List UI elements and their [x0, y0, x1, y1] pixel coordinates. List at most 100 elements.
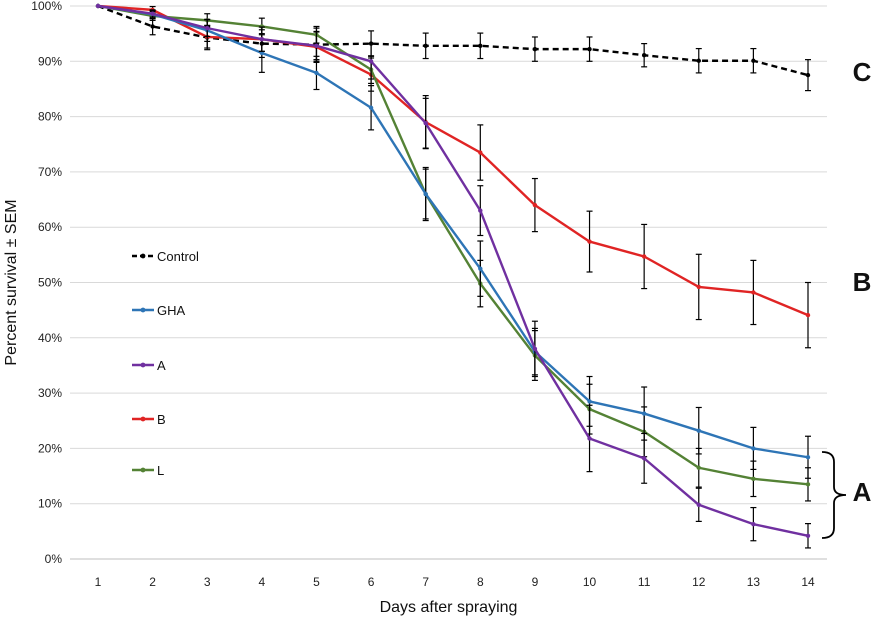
- data-point: [641, 456, 647, 461]
- x-tick-labels: 1 2 3 4 5 6 7 8 9 10 11 12 13 14: [95, 575, 815, 589]
- x-tick-label: 8: [477, 575, 484, 589]
- x-tick-label: 1: [95, 575, 102, 589]
- y-tick-label: 20%: [38, 441, 62, 455]
- data-point: [478, 43, 483, 49]
- data-point: [368, 59, 374, 64]
- data-point: [805, 72, 811, 78]
- data-point: [696, 284, 701, 290]
- data-point: [150, 24, 155, 29]
- data-point: [368, 105, 374, 110]
- data-point: [423, 43, 428, 49]
- legend-label: L: [157, 463, 164, 478]
- data-point: [314, 70, 319, 76]
- data-point: [751, 521, 756, 527]
- y-tick-label: 30%: [38, 386, 62, 400]
- x-tick-label: 3: [204, 575, 211, 589]
- legend-marker: [140, 307, 146, 313]
- x-tick-label: 13: [747, 575, 761, 589]
- y-tick-label: 10%: [38, 497, 62, 511]
- group-label-c: C: [853, 57, 872, 87]
- data-point: [150, 11, 155, 16]
- data-point: [751, 446, 756, 451]
- y-tick-label: 70%: [38, 165, 62, 179]
- y-tick-labels: 0% 10% 20% 30% 40% 50% 60% 70% 80% 90% 100%: [31, 0, 62, 566]
- y-tick-label: 90%: [38, 54, 62, 68]
- data-point: [805, 312, 811, 318]
- series-a: [95, 3, 811, 549]
- legend-item-a: A: [132, 358, 166, 373]
- y-tick-label: 0%: [45, 552, 63, 566]
- series: [95, 3, 811, 549]
- series-line: [97, 4, 809, 459]
- group-label-b: B: [853, 267, 872, 297]
- series-line: [97, 4, 809, 77]
- data-point: [805, 455, 811, 460]
- data-point: [805, 482, 811, 487]
- legend-label: A: [157, 358, 166, 373]
- data-point: [641, 53, 647, 58]
- x-tick-label: 2: [149, 575, 156, 589]
- legend-marker: [140, 467, 146, 473]
- data-point: [696, 428, 701, 433]
- data-point: [587, 239, 592, 244]
- data-point: [478, 208, 483, 213]
- x-tick-label: 14: [801, 575, 815, 589]
- legend-label: GHA: [157, 303, 186, 318]
- data-point: [532, 46, 538, 52]
- x-tick-label: 5: [313, 575, 320, 589]
- legend-item-gha: GHA: [132, 303, 186, 318]
- legend: Control GHA A B L: [132, 249, 199, 478]
- y-tick-label: 80%: [38, 110, 62, 124]
- series-control: [95, 3, 811, 92]
- data-point: [751, 290, 756, 295]
- data-point: [696, 502, 701, 508]
- legend-marker: [140, 362, 146, 368]
- group-annotations: C B A: [821, 57, 872, 539]
- legend-marker: [140, 253, 146, 259]
- data-point: [205, 25, 210, 31]
- legend-label: B: [157, 412, 166, 427]
- series-line: [97, 4, 809, 317]
- group-brace: [821, 451, 847, 539]
- data-point: [314, 43, 319, 49]
- data-point: [751, 476, 756, 482]
- data-point: [423, 191, 428, 197]
- data-point: [641, 411, 647, 416]
- x-tick-label: 11: [638, 575, 651, 589]
- data-point: [532, 202, 538, 208]
- x-tick-label: 7: [422, 575, 429, 589]
- data-point: [696, 465, 701, 470]
- grid-lines: [70, 5, 827, 560]
- x-tick-label: 4: [259, 575, 266, 589]
- y-axis-title: Percent survival ± SEM: [3, 199, 20, 365]
- series-line: [97, 4, 809, 537]
- y-tick-label: 60%: [38, 220, 62, 234]
- y-tick-label: 40%: [38, 331, 62, 345]
- data-point: [641, 254, 647, 259]
- x-axis-title: Days after spraying: [380, 599, 518, 616]
- data-point: [423, 121, 428, 126]
- data-point: [587, 399, 592, 404]
- legend-item-l: L: [132, 463, 164, 478]
- x-tick-label: 6: [368, 575, 375, 589]
- data-point: [478, 150, 483, 155]
- legend-marker: [140, 416, 146, 422]
- y-tick-label: 100%: [31, 0, 62, 13]
- series-l: [95, 3, 811, 502]
- data-point: [805, 533, 811, 538]
- data-point: [696, 58, 701, 63]
- series-line: [97, 4, 809, 486]
- data-point: [751, 58, 756, 63]
- legend-item-control: Control: [132, 249, 199, 264]
- x-tick-label: 9: [532, 575, 539, 589]
- legend-label: Control: [157, 249, 199, 264]
- x-tick-label: 10: [583, 575, 597, 589]
- legend-item-b: B: [132, 412, 166, 427]
- y-tick-label: 50%: [38, 276, 62, 290]
- series-b: [95, 3, 811, 349]
- data-point: [587, 46, 592, 52]
- data-point: [587, 436, 592, 441]
- x-tick-label: 12: [692, 575, 706, 589]
- data-point: [259, 36, 265, 42]
